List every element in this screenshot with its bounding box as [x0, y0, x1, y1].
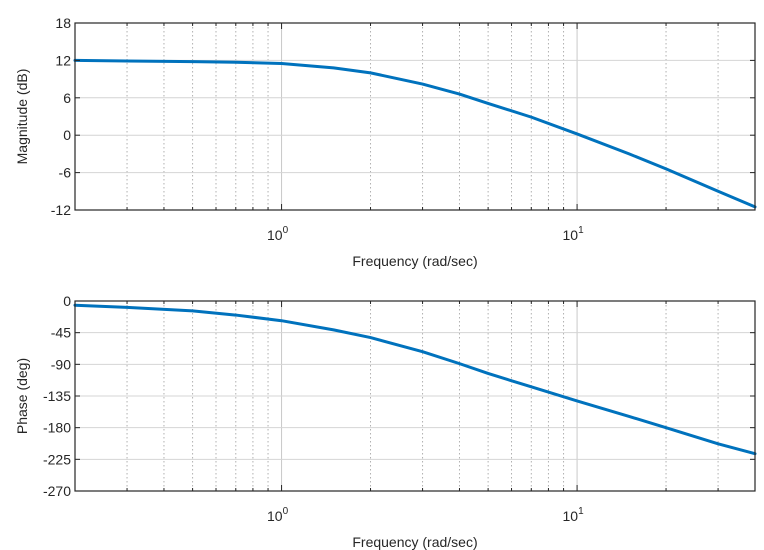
- y-tick-label: -135: [43, 388, 71, 404]
- series-line-1: [73, 303, 757, 456]
- grid: [74, 301, 756, 491]
- x-axis-label: Frequency (rad/sec): [352, 534, 477, 550]
- y-tick-label: -180: [43, 420, 71, 436]
- y-tick-label: 0: [63, 293, 71, 309]
- chart-panel-1: -12 -6 0 6 12 18 100 101 Frequency (rad/sec) Magn…: [14, 15, 757, 269]
- x-axis-label: Frequency (rad/sec): [352, 253, 477, 269]
- plot-area: [75, 23, 755, 210]
- y-tick-label: -45: [51, 325, 71, 341]
- y-tick-label: -270: [43, 483, 71, 499]
- y-tick-label: 6: [63, 90, 71, 106]
- y-axis-label: Magnitude (dB): [14, 69, 30, 165]
- y-tick-label: 18: [55, 15, 71, 31]
- x-tick-label: 101: [563, 225, 585, 243]
- y-tick-label: -90: [51, 356, 71, 372]
- y-tick-label: 12: [55, 52, 71, 68]
- x-tick-label: 101: [563, 506, 585, 524]
- y-tick-label: 0: [63, 127, 71, 143]
- y-tick-label: -6: [59, 165, 72, 181]
- y-tick-label: -12: [51, 202, 71, 218]
- y-axis-label: Phase (deg): [14, 358, 30, 434]
- y-tick-label: -225: [43, 451, 71, 467]
- series-line-1: [73, 58, 757, 209]
- axes-box: [74, 22, 756, 211]
- x-tick-label: 100: [267, 225, 289, 243]
- x-tick-label: 100: [267, 506, 289, 524]
- chart-panel-2: -270 -225 -180 -135 -90 -45 0 100 101 Frequency (…: [14, 293, 757, 550]
